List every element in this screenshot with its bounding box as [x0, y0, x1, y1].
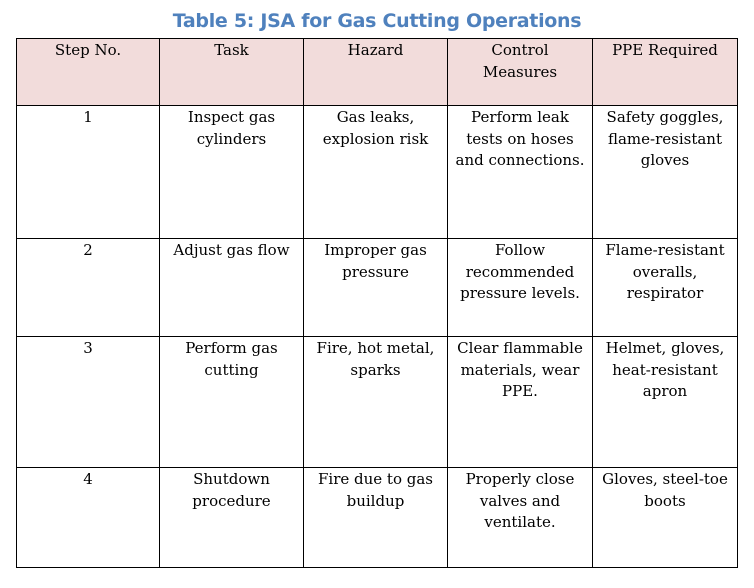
cell-step-no: 2: [16, 238, 160, 337]
cell-hazard: Improper gas pressure: [303, 238, 448, 337]
header-ppe-required: PPE Required: [592, 38, 738, 106]
cell-control-measures: Properly close valves and ventilate.: [447, 467, 593, 568]
table-row: 3 Perform gas cutting Fire, hot metal, s…: [16, 336, 738, 468]
cell-ppe-required: Helmet, gloves, heat-resistant apron: [592, 336, 738, 468]
table-row: 1 Inspect gas cylinders Gas leaks, explo…: [16, 105, 738, 239]
cell-ppe-required: Safety goggles, flame-resistant gloves: [592, 105, 738, 239]
cell-task: Inspect gas cylinders: [159, 105, 304, 239]
cell-ppe-required: Flame-resistant overalls, respirator: [592, 238, 738, 337]
cell-control-measures: Follow recommended pressure levels.: [447, 238, 593, 337]
header-task: Task: [159, 38, 304, 106]
header-hazard: Hazard: [303, 38, 448, 106]
table-row: 2 Adjust gas flow Improper gas pressure …: [16, 238, 738, 337]
header-step-no: Step No.: [16, 38, 160, 106]
cell-control-measures: Perform leak tests on hoses and connecti…: [447, 105, 593, 239]
cell-hazard: Fire, hot metal, sparks: [303, 336, 448, 468]
header-control-measures: Control Measures: [447, 38, 593, 106]
cell-hazard: Fire due to gas buildup: [303, 467, 448, 568]
cell-task: Adjust gas flow: [159, 238, 304, 337]
cell-step-no: 4: [16, 467, 160, 568]
cell-control-measures: Clear flammable materials, wear PPE.: [447, 336, 593, 468]
cell-ppe-required: Gloves, steel-toe boots: [592, 467, 738, 568]
table-title: Table 5: JSA for Gas Cutting Operations: [172, 10, 582, 32]
cell-hazard: Gas leaks, explosion risk: [303, 105, 448, 239]
jsa-table: Step No. Task Hazard Control Measures PP…: [16, 38, 738, 568]
cell-task: Shutdown procedure: [159, 467, 304, 568]
cell-step-no: 1: [16, 105, 160, 239]
table-header-row: Step No. Task Hazard Control Measures PP…: [16, 38, 738, 106]
cell-step-no: 3: [16, 336, 160, 468]
cell-task: Perform gas cutting: [159, 336, 304, 468]
table-row: 4 Shutdown procedure Fire due to gas bui…: [16, 467, 738, 568]
